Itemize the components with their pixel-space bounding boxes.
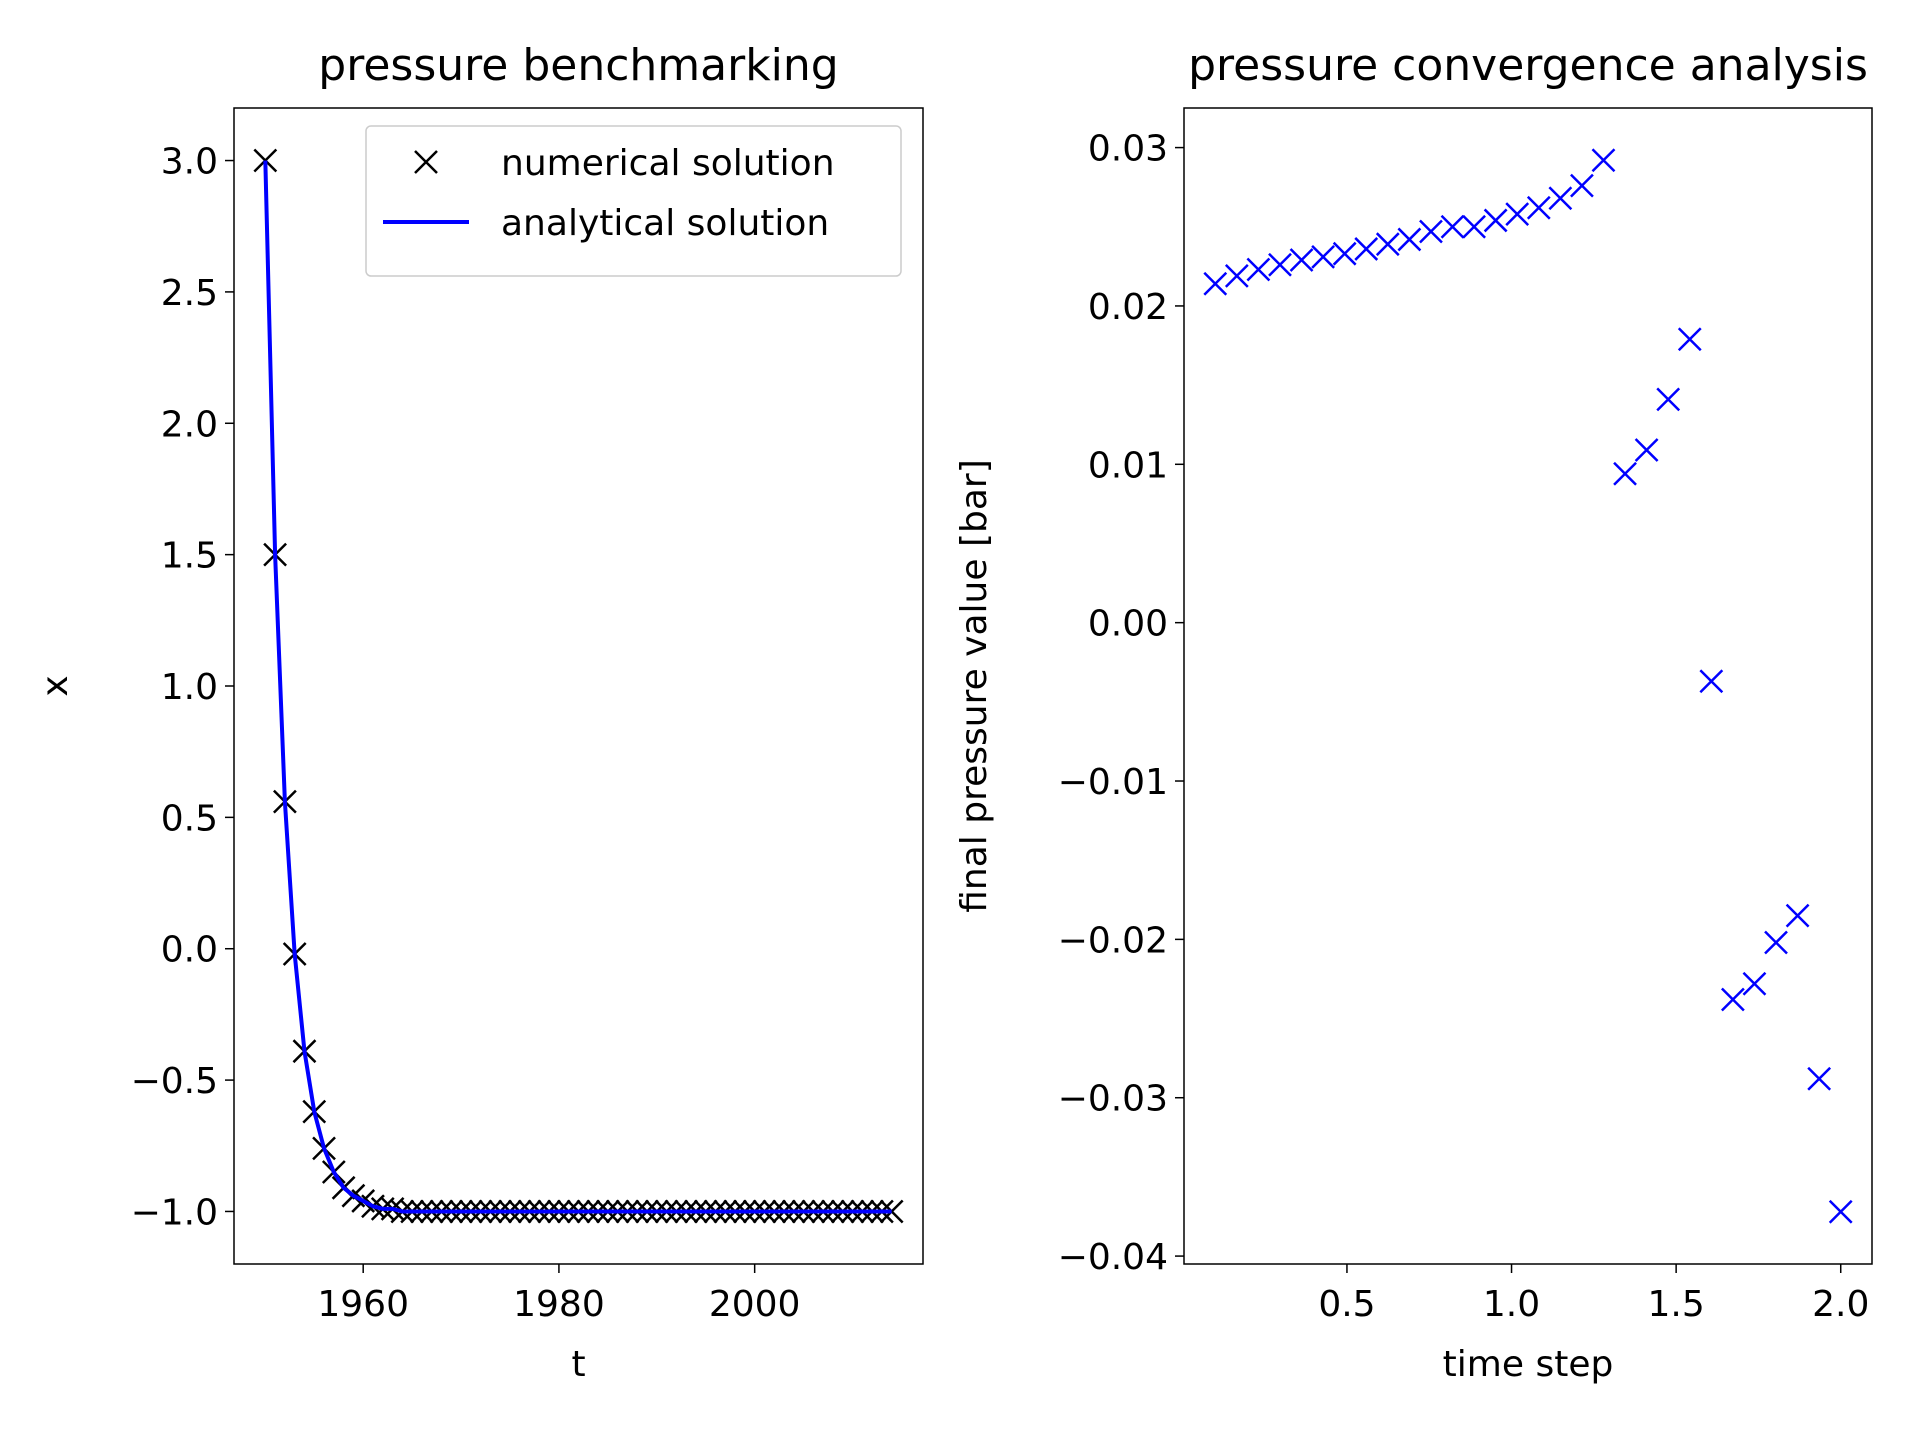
y-tick-label: −0.02 [1058,920,1168,961]
legend-box [365,125,902,277]
marker [1677,327,1702,352]
marker [1224,263,1249,288]
y-tick-label: 0.03 [1088,129,1168,170]
y-tick-label: 1.5 [161,536,218,577]
series-line [263,160,892,1214]
y-tick-label: 0.02 [1088,287,1168,328]
x-axis-label: time step [1443,1344,1614,1385]
axes: −0.04 −0.03 −0.02 −0.01 0.00 0.01 0.02 0.03 0.5 1… [954,40,1873,1385]
marker [253,148,278,173]
marker [1613,461,1637,486]
marker [1289,248,1314,272]
marker [1656,387,1681,412]
plot-area [1203,148,1853,1224]
y-tick-label: 0.5 [161,798,218,839]
marker [1440,214,1465,239]
marker [1375,232,1400,257]
marker [1807,1066,1832,1091]
axes: −1.0 −0.5 0.0 0.5 1.0 1.5 2.0 2.5 3.0 1960 1980 200… [35,40,924,1385]
x-tick-label: 0.5 [1318,1284,1375,1325]
marker [1721,987,1745,1012]
marker [1570,173,1594,198]
y-tick-label: 2.0 [161,404,218,445]
chart-title: pressure convergence analysis [1188,40,1868,91]
marker [1332,241,1357,266]
marker [1699,669,1724,694]
marker [1462,214,1486,239]
y-tick-label: 3.0 [161,142,218,183]
marker [1354,237,1379,261]
x-tick-label: 1.0 [1483,1284,1540,1325]
y-axis-label: final pressure value [bar] [954,459,995,913]
marker [1828,1199,1853,1224]
marker [1505,202,1530,226]
y-tick-label: 0.0 [161,930,218,971]
marker [1785,903,1810,928]
x-tick-label: 1980 [513,1284,605,1325]
marker [1764,930,1788,955]
y-tick-label: 0.00 [1088,604,1168,645]
legend-label: numerical solution [501,143,835,184]
plot-area [253,148,904,1224]
x-tick-label: 1.5 [1648,1284,1705,1325]
marker [1419,219,1443,244]
y-tick-label: −0.5 [131,1061,218,1102]
marker [1203,271,1228,296]
y-tick-label: −0.04 [1058,1237,1168,1278]
legend-swatch [414,150,438,174]
chart-title: pressure benchmarking [318,40,838,91]
y-tick-label: 1.0 [161,667,218,708]
marker [1548,186,1573,211]
axes-frame [233,107,924,1265]
marker [1246,257,1271,282]
marker [1483,208,1508,233]
legend-label: analytical solution [501,203,829,244]
marker [1311,244,1335,269]
y-axis-label: x [35,675,76,696]
legend: numerical solution analytical solution [365,125,902,277]
x-tick-label: 2.0 [1812,1284,1869,1325]
axes-frame [1183,107,1873,1265]
y-tick-label: −1.0 [131,1192,218,1233]
marker [1397,227,1422,252]
marker [1634,438,1659,462]
y-tick-label: 0.01 [1088,445,1168,486]
marker [1526,195,1551,220]
marker [879,1199,904,1224]
y-tick-label: −0.03 [1058,1079,1168,1120]
marker [1591,148,1616,173]
marker [1742,971,1767,996]
x-tick-label: 2000 [709,1284,801,1325]
marker [1268,252,1292,277]
x-axis-label: t [571,1344,585,1385]
y-tick-label: −0.01 [1058,762,1168,803]
x-tick-label: 1960 [317,1284,409,1325]
y-tick-label: 2.5 [161,273,218,314]
